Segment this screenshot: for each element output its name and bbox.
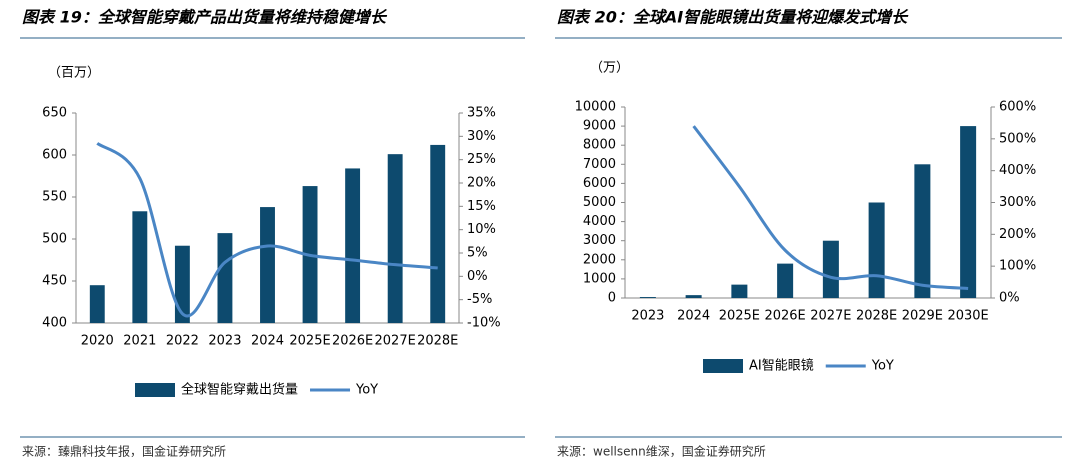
- x-tick-label: 2029E: [902, 309, 943, 324]
- source: 来源：臻鼎科技年报，国金证券研究所: [22, 444, 226, 459]
- y2-tick-label: -5%: [467, 292, 492, 307]
- y2-tick-label: 30%: [467, 129, 496, 144]
- y2-tick-label: 25%: [467, 152, 496, 167]
- unit-label: （百万）: [48, 66, 100, 81]
- y-tick-label: 10000: [575, 100, 616, 115]
- y-tick-label: 4000: [583, 214, 616, 229]
- x-tick-label: 2030E: [947, 309, 988, 324]
- legend-label: AI智能眼镜: [749, 359, 814, 374]
- y2-tick-label: 400%: [999, 163, 1036, 178]
- y-tick-label: 9000: [583, 119, 616, 134]
- y-tick-label: 5000: [583, 195, 616, 210]
- bar: [345, 168, 361, 323]
- line: [692, 125, 969, 290]
- y2-tick-label: 300%: [999, 195, 1036, 210]
- y2-tick-label: 0%: [467, 269, 488, 284]
- y-tick-label: 8000: [583, 138, 616, 153]
- bar: [868, 202, 885, 298]
- y-tick-label: 0: [608, 291, 616, 306]
- y-tick-label: 600: [42, 148, 67, 163]
- y-tick-label: 1000: [583, 271, 616, 286]
- y-tick-label: 3000: [583, 233, 616, 248]
- y-tick-label: 400: [42, 316, 67, 331]
- y-tick-label: 450: [42, 274, 67, 289]
- y2-tick-label: 600%: [999, 100, 1036, 115]
- x-tick-label: 2028E: [856, 309, 897, 324]
- chart-title: 图表 19：全球智能穿戴产品出货量将维持稳健增长: [22, 8, 388, 27]
- bar: [685, 295, 702, 298]
- x-tick-label: 2027E: [375, 334, 416, 349]
- y2-tick-label: 20%: [467, 176, 496, 191]
- bar: [217, 233, 233, 323]
- bar: [777, 263, 794, 298]
- y-tick-label: 500: [42, 232, 67, 247]
- bar: [914, 164, 931, 298]
- legend-swatch: [703, 359, 743, 373]
- x-tick-label: 2024: [677, 309, 710, 324]
- bar: [639, 297, 656, 298]
- y-tick-label: 2000: [583, 252, 616, 267]
- x-tick-label: 2022: [166, 334, 199, 349]
- y2-tick-label: 15%: [467, 199, 496, 214]
- y-tick-label: 6000: [583, 176, 616, 191]
- x-tick-label: 2026E: [332, 334, 373, 349]
- x-tick-label: 2023: [631, 309, 664, 324]
- bar: [822, 240, 839, 298]
- x-tick-label: 2025E: [719, 309, 760, 324]
- bar: [132, 211, 148, 323]
- x-tick-label: 2027E: [810, 309, 851, 324]
- bar: [430, 144, 446, 323]
- unit-label: （万）: [590, 61, 629, 76]
- line: [96, 142, 438, 318]
- y-tick-label: 650: [42, 106, 67, 121]
- x-tick-label: 2020: [81, 334, 114, 349]
- x-tick-label: 2028E: [417, 334, 458, 349]
- x-tick-label: 2023: [208, 334, 241, 349]
- y2-tick-label: 10%: [467, 222, 496, 237]
- legend-label: 全球智能穿戴出货量: [181, 382, 298, 398]
- y-tick-label: 550: [42, 190, 67, 205]
- x-tick-label: 2021: [123, 334, 156, 349]
- legend-label: YoY: [355, 383, 378, 398]
- y2-tick-label: 35%: [467, 106, 496, 121]
- bar: [89, 285, 105, 323]
- x-tick-label: 2024: [251, 334, 284, 349]
- y2-tick-label: 5%: [467, 246, 488, 261]
- legend-label: YoY: [871, 359, 894, 374]
- bar: [960, 126, 977, 298]
- legend-swatch: [135, 383, 175, 397]
- bar: [387, 154, 403, 323]
- y-tick-label: 7000: [583, 157, 616, 172]
- y2-tick-label: 200%: [999, 227, 1036, 242]
- y2-tick-label: 0%: [999, 291, 1020, 306]
- chart-title: 图表 20：全球AI智能眼镜出货量将迎爆发式增长: [557, 8, 909, 27]
- source: 来源：wellsenn维深，国金证券研究所: [557, 444, 766, 459]
- x-tick-label: 2025E: [289, 334, 330, 349]
- y2-tick-label: -10%: [467, 316, 501, 331]
- bar: [260, 207, 275, 323]
- x-tick-label: 2026E: [764, 309, 805, 324]
- y2-tick-label: 100%: [999, 259, 1036, 274]
- bar: [731, 284, 748, 298]
- bar: [174, 245, 190, 323]
- y2-tick-label: 500%: [999, 131, 1036, 146]
